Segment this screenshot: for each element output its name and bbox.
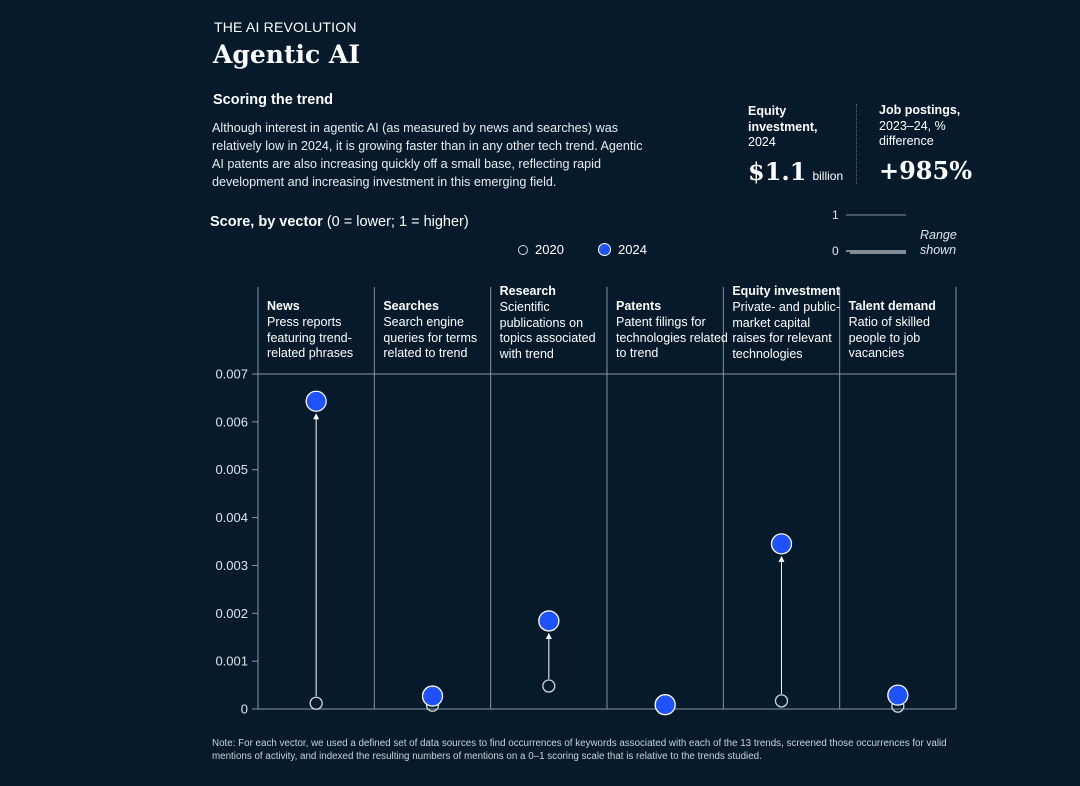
column-title: Equity investment: [732, 284, 840, 298]
legend-label-2024: 2024: [618, 242, 647, 257]
chart-heading-bold: Score, by vector: [210, 214, 323, 230]
kicker: THE AI REVOLUTION: [214, 19, 357, 35]
equity-label-bold: Equity investment,: [748, 104, 818, 134]
legend-item-2020: 2020: [518, 242, 564, 257]
jobs-value: +985%: [879, 156, 973, 185]
legend-item-2024: 2024: [598, 242, 647, 257]
legend-label-2020: 2020: [535, 242, 564, 257]
footnote: Note: For each vector, we used a defined…: [212, 738, 947, 762]
point-2020: [891, 699, 905, 713]
y-tick-label: 0.007: [215, 367, 248, 382]
range-key-top: 1: [832, 208, 839, 222]
column-description: Scientific publications on topics associ…: [499, 299, 596, 362]
point-2020: [425, 698, 440, 712]
column-title: Patents: [616, 299, 662, 313]
column-description: Patent filings for technologies related …: [616, 314, 728, 361]
column-title: Searches: [383, 299, 439, 313]
point-2020: [309, 696, 323, 710]
column-header: Talent demand Ratio of skilled people to …: [849, 299, 961, 362]
y-tick-label: 0.004: [215, 510, 248, 525]
column-description: Ratio of skilled people to job vacancies: [848, 314, 930, 361]
point-2024: [770, 533, 793, 555]
range-key: 1 0 Range shown: [820, 205, 970, 265]
equity-stat-label: Equity investment, 2024: [748, 104, 848, 151]
point-2024: [538, 610, 560, 632]
equity-value: $1.1: [748, 157, 807, 186]
column-title: News: [267, 299, 300, 313]
point-2024: [421, 685, 444, 707]
stat-divider: [856, 104, 857, 184]
range-key-label: Range shown: [920, 228, 957, 257]
column-description: Search engine queries for terms related …: [383, 314, 478, 361]
point-2024: [887, 684, 909, 706]
column-description: Private- and public-market capital raise…: [732, 299, 841, 362]
column-title: Talent demand: [848, 299, 936, 313]
column-description: Press reports featuring trend-related ph…: [267, 314, 354, 361]
filled-circle-icon: [598, 243, 611, 256]
chart-heading-rest: (0 = lower; 1 = higher): [322, 214, 469, 230]
range-key-graphic: [846, 214, 906, 254]
chart-heading: Score, by vector (0 = lower; 1 = higher): [210, 214, 469, 230]
jobs-stat-label: Job postings, 2023–24, % difference: [879, 103, 989, 150]
point-2024: [654, 694, 676, 716]
jobs-label-bold: Job postings,: [879, 103, 961, 117]
column-header: Equity investment Private- and public-mar…: [732, 284, 844, 363]
column-header: Patents Patent filings for technologies r…: [616, 299, 728, 362]
page-title: Agentic AI: [213, 40, 361, 69]
equity-label-rest: 2024: [748, 135, 776, 149]
equity-stat-value-row: $1.1 billion: [748, 157, 843, 186]
intro-text: Although interest in agentic AI (as meas…: [212, 121, 643, 189]
y-tick-label: 0.002: [215, 606, 248, 621]
point-2020: [774, 694, 789, 708]
y-tick-label: 0.003: [215, 558, 248, 573]
column-header: Research Scientific publications on topic…: [500, 284, 612, 363]
range-key-bottom: 0: [832, 244, 839, 258]
y-tick-label: 0: [241, 702, 248, 717]
jobs-label-rest: 2023–24, % difference: [879, 118, 946, 149]
column-title: Research: [499, 284, 556, 298]
column-header: News Press reports featuring trend-relate…: [267, 299, 379, 362]
point-2020: [542, 679, 556, 693]
y-tick-label: 0.006: [215, 414, 248, 429]
y-tick-label: 0.005: [215, 462, 248, 477]
column-header: Searches Search engine queries for terms …: [383, 299, 495, 362]
point-2024: [305, 390, 327, 412]
hollow-circle-icon: [518, 244, 528, 255]
section-heading: Scoring the trend: [213, 92, 334, 108]
equity-unit: billion: [812, 169, 844, 183]
point-2020: [658, 700, 672, 715]
y-tick-label: 0.001: [215, 654, 248, 669]
